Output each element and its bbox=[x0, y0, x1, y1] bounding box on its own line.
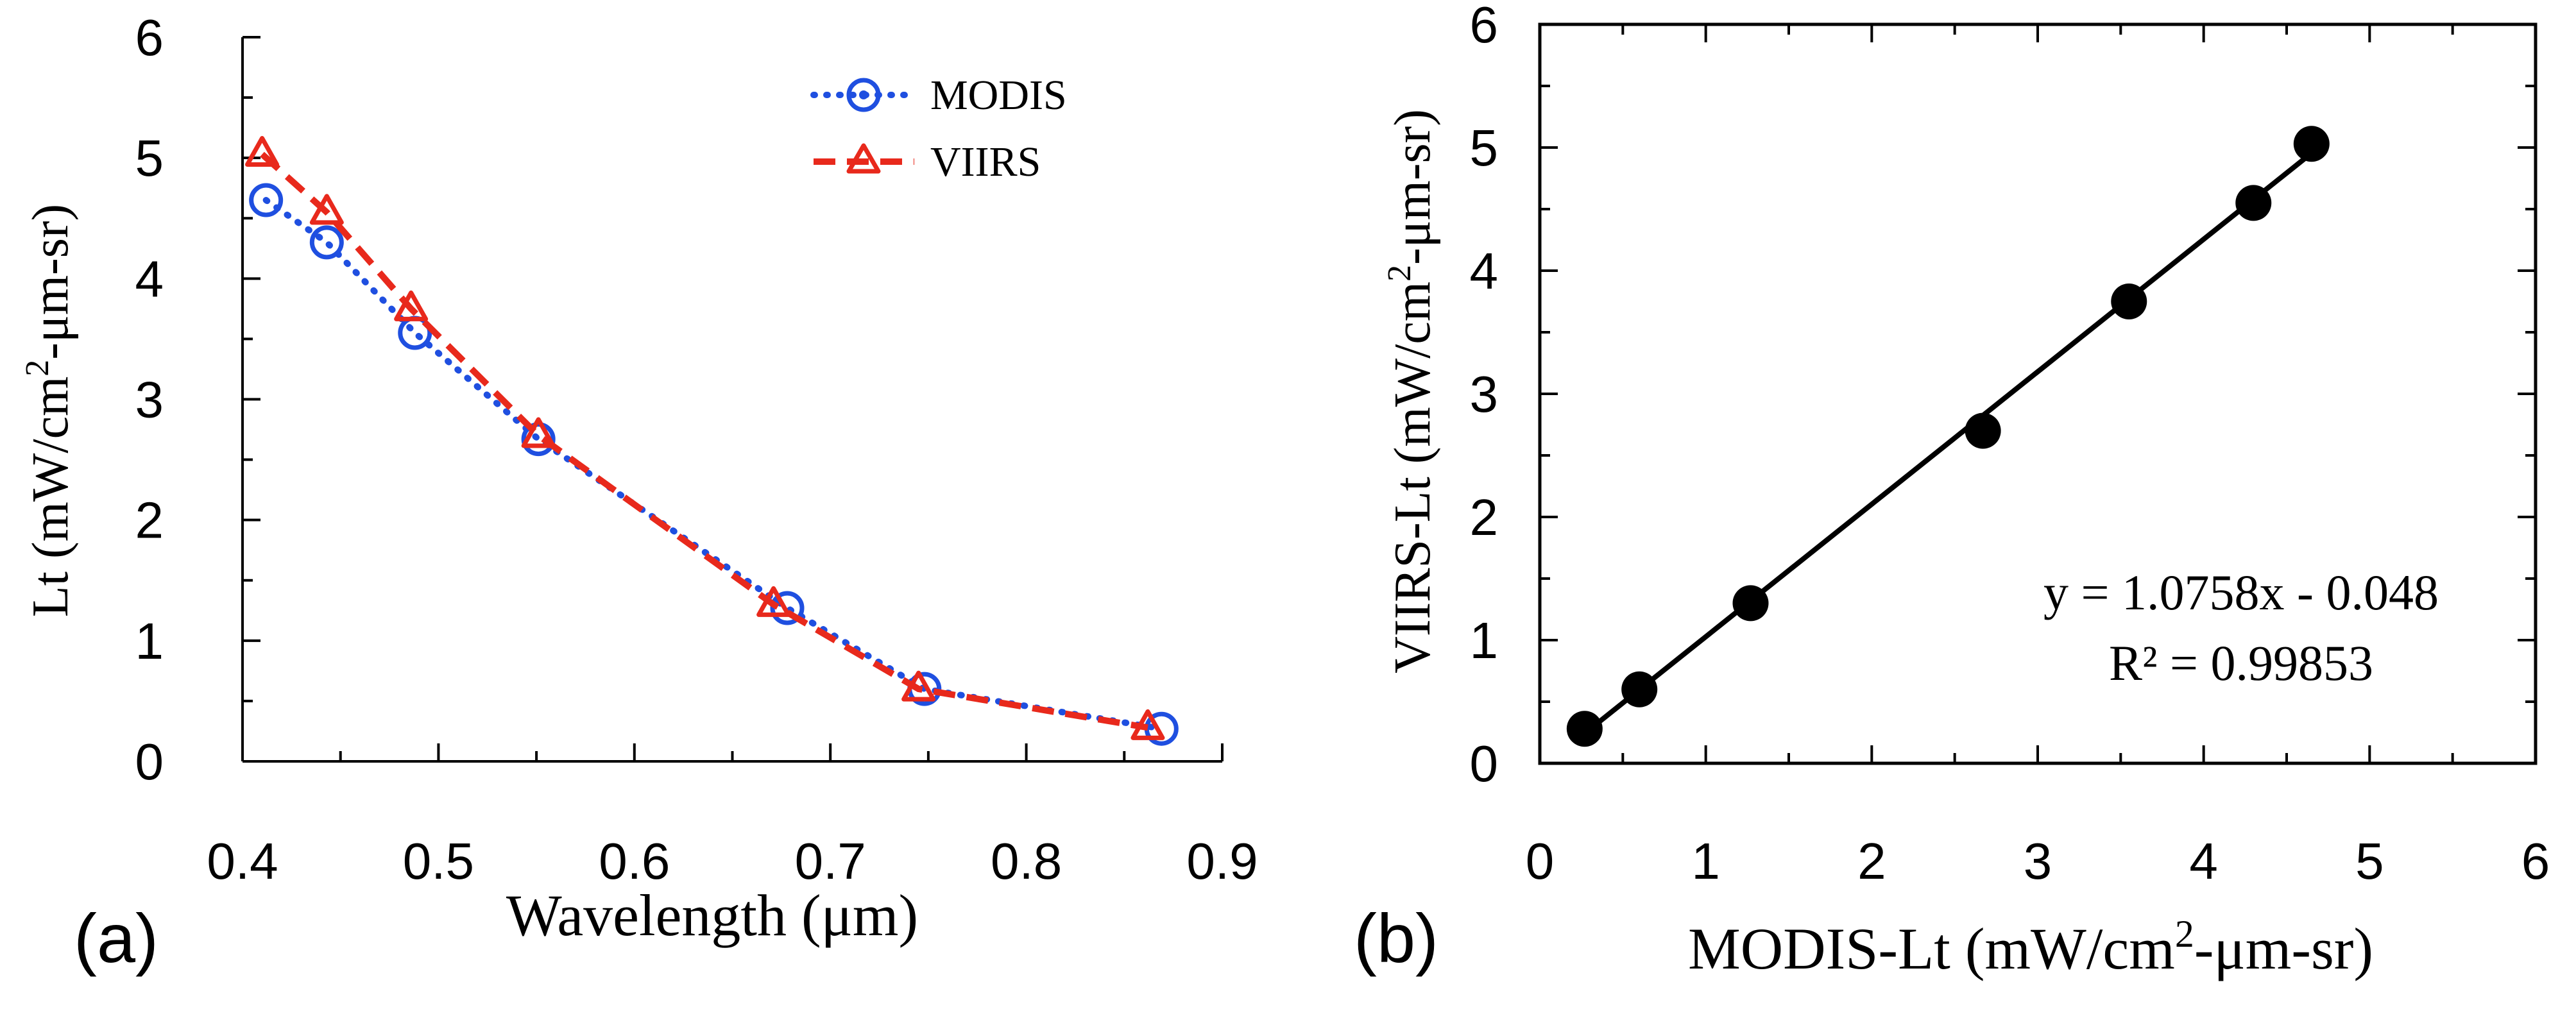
panel-a-y-ticks: 0 1 2 3 4 5 6 bbox=[135, 9, 260, 790]
legend-item-modis: MODIS bbox=[810, 72, 1067, 119]
panel-b-scatter-chart: 0 1 2 3 4 5 6 0 1 2 3 4 5 6 y = 1.0758x - 0.048 R² =… bbox=[1354, 0, 2550, 981]
panel-a-y-tick-label: 1 bbox=[135, 613, 164, 670]
scatter-point bbox=[1566, 711, 1603, 747]
panel-a-line-chart: 0 1 2 3 4 5 6 0.4 0.5 0.6 0.7 0.8 0.9 MODIS VIIRS W… bbox=[19, 9, 1258, 977]
data-point-viirs bbox=[309, 194, 344, 225]
panel-b-x-tick-label: 3 bbox=[2024, 833, 2052, 890]
scatter-point bbox=[1732, 585, 1769, 622]
scatter-point bbox=[2111, 284, 2147, 319]
panel-a-x-ticks: 0.4 0.5 0.6 0.7 0.8 0.9 bbox=[207, 743, 1258, 890]
panel-b-y-tick-label: 0 bbox=[1470, 735, 1499, 792]
regression-line bbox=[1583, 151, 2314, 736]
scatter-point bbox=[1621, 671, 1658, 707]
legend-modis-marker-dot bbox=[859, 90, 868, 99]
panel-b-x-tick-label: 6 bbox=[2521, 833, 2550, 890]
panel-b-y-tick-label: 2 bbox=[1470, 489, 1499, 546]
panel-b-y-tick-label: 4 bbox=[1470, 242, 1499, 300]
legend-modis-marker bbox=[846, 78, 881, 112]
panel-a-x-tick-label: 0.7 bbox=[795, 833, 866, 890]
panel-a-y-axis-label: Lt (mW/cm2-μm-sr) bbox=[19, 204, 79, 617]
data-point-viirs bbox=[245, 136, 280, 167]
series-line-viirs bbox=[260, 151, 1148, 731]
data-point-modis bbox=[770, 591, 805, 625]
panel-b-x-tick-label: 0 bbox=[1526, 833, 1555, 890]
panel-a-x-tick-label: 0.4 bbox=[207, 833, 278, 890]
series-line-modis bbox=[262, 197, 1165, 732]
legend-viirs-marker bbox=[846, 143, 881, 174]
data-point-modis bbox=[521, 422, 556, 457]
panel-b-y-tick-label: 1 bbox=[1470, 612, 1499, 669]
panel-a-y-tick-label: 0 bbox=[135, 733, 164, 790]
panel-a-y-tick-label: 4 bbox=[135, 250, 164, 307]
legend: MODIS VIIRS bbox=[810, 72, 1067, 185]
panel-a-y-tick-label: 2 bbox=[135, 492, 164, 549]
data-point-viirs bbox=[901, 670, 936, 702]
scatter-point bbox=[1965, 412, 2001, 449]
r-squared-label: R² = 0.99853 bbox=[2109, 635, 2373, 691]
panel-a-x-axis-label: Wavelength (μm) bbox=[506, 883, 918, 948]
regression-equation: y = 1.0758x - 0.048 bbox=[2043, 564, 2439, 620]
data-point-viirs bbox=[756, 586, 791, 617]
panel-b-x-tick-label: 2 bbox=[1857, 833, 1886, 890]
panel-b-y-tick-label: 5 bbox=[1470, 119, 1499, 176]
panel-b-y-tick-label: 6 bbox=[1470, 0, 1499, 53]
panel-a-label: (a) bbox=[74, 899, 158, 977]
panel-a-x-tick-label: 0.6 bbox=[599, 833, 670, 890]
panel-b-x-tick-label: 5 bbox=[2355, 833, 2384, 890]
panel-b-y-ticks: 0 1 2 3 4 5 6 bbox=[1470, 0, 2536, 792]
data-point-modis bbox=[249, 183, 284, 217]
legend-item-viirs: VIIRS bbox=[814, 139, 1041, 185]
data-point-viirs bbox=[1130, 709, 1165, 740]
panel-b-points bbox=[1566, 126, 2330, 747]
panel-b-x-tick-label: 4 bbox=[2189, 833, 2218, 890]
panel-a-y-tick-label: 3 bbox=[135, 371, 164, 428]
data-point-modis bbox=[309, 225, 344, 260]
panel-a-x-tick-label: 0.5 bbox=[403, 833, 474, 890]
panel-a-y-tick-label: 6 bbox=[135, 9, 164, 66]
panel-b-y-tick-label: 3 bbox=[1470, 366, 1499, 423]
data-point-viirs bbox=[394, 290, 429, 321]
panel-b-x-ticks: 0 1 2 3 4 5 6 bbox=[1526, 24, 2550, 890]
scatter-point bbox=[2235, 185, 2272, 221]
panel-b-y-axis-label: VIIRS-Lt (mW/cm2-μm-sr) bbox=[1381, 109, 1441, 673]
scatter-point bbox=[2293, 126, 2330, 162]
legend-viirs-label: VIIRS bbox=[930, 139, 1041, 185]
panel-b-label: (b) bbox=[1354, 899, 1438, 977]
data-point-viirs bbox=[521, 417, 556, 448]
panel-a-x-tick-label: 0.8 bbox=[991, 833, 1062, 890]
panel-a-series bbox=[245, 136, 1179, 746]
panel-a-x-tick-label: 0.9 bbox=[1186, 833, 1258, 890]
legend-modis-label: MODIS bbox=[930, 72, 1067, 119]
panel-b-x-axis-label: MODIS-Lt (mW/cm2-μm-sr) bbox=[1688, 913, 2373, 981]
panel-b-x-tick-label: 1 bbox=[1691, 833, 1720, 890]
panel-a-y-tick-label: 5 bbox=[135, 130, 164, 187]
